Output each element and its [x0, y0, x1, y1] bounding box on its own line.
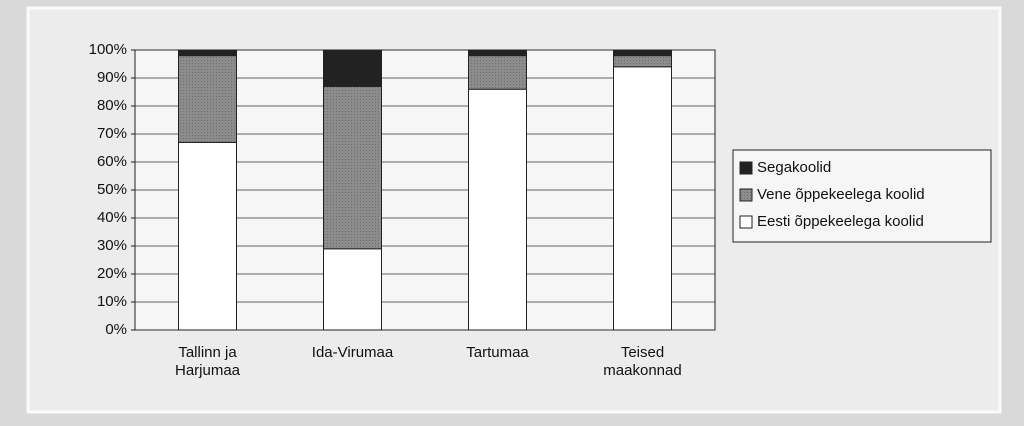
- y-tick-label: 90%: [97, 69, 127, 86]
- legend-box: [732, 149, 992, 243]
- x-tick-label: Tallinn ja Harjumaa: [174, 344, 241, 379]
- bar-segment: [613, 66, 672, 331]
- legend-label: Eesti õppekeelega koolid: [757, 213, 924, 230]
- bar-segment: [323, 85, 382, 250]
- bar-segment: [178, 141, 237, 331]
- bar-segment: [468, 55, 527, 90]
- bar-segment: [613, 49, 672, 57]
- y-tick-label: 60%: [97, 153, 127, 170]
- y-tick-label: 100%: [89, 41, 127, 58]
- y-tick-label: 70%: [97, 125, 127, 142]
- legend-label: Segakoolid: [757, 159, 831, 176]
- x-tick-label: Tartumaa: [466, 344, 529, 361]
- bar-segment: [468, 49, 527, 57]
- x-tick-label: Teised maakonnad: [603, 344, 682, 379]
- bar-segment: [323, 248, 382, 331]
- y-tick-label: 0%: [105, 321, 127, 338]
- y-tick-label: 10%: [97, 293, 127, 310]
- bar-segment: [613, 55, 672, 68]
- legend-swatch: [739, 161, 753, 175]
- bar-segment: [323, 49, 382, 87]
- y-tick-label: 30%: [97, 237, 127, 254]
- y-tick-label: 50%: [97, 181, 127, 198]
- x-tick-label: Ida-Virumaa: [311, 344, 394, 361]
- bar-segment: [178, 55, 237, 143]
- y-tick-label: 20%: [97, 265, 127, 282]
- legend-swatch: [739, 188, 753, 202]
- legend-swatch: [739, 215, 753, 229]
- y-tick-label: 80%: [97, 97, 127, 114]
- bar-segment: [468, 88, 527, 331]
- bar-segment: [178, 49, 237, 57]
- y-tick-label: 40%: [97, 209, 127, 226]
- legend-label: Vene õppekeelega koolid: [757, 186, 925, 203]
